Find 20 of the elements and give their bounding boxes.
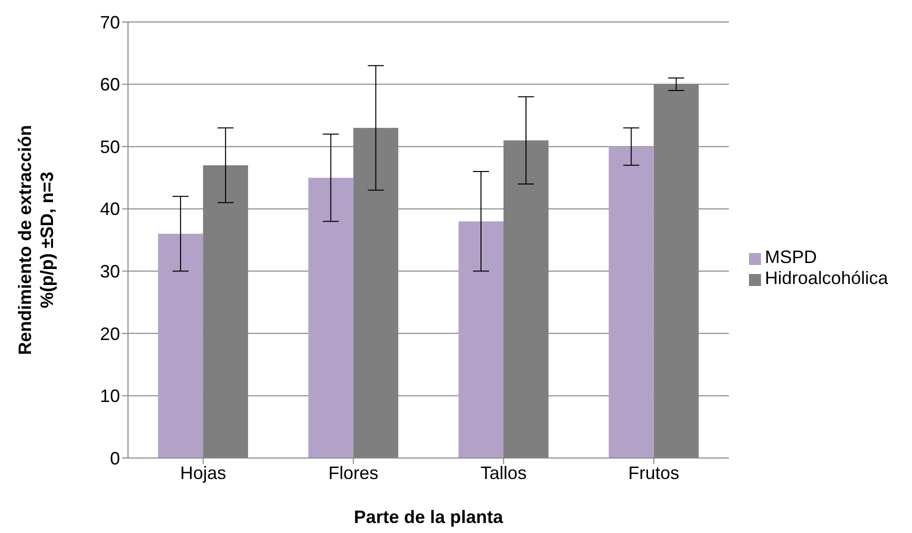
x-axis-title: Parte de la planta (354, 506, 504, 527)
x-tick-label: Frutos (628, 462, 680, 483)
y-tick-label: 30 (100, 262, 120, 282)
x-tick-label: Tallos (480, 462, 527, 483)
bar (458, 221, 504, 458)
bar (608, 146, 654, 458)
y-tick-label: 0 (110, 448, 120, 468)
legend-label: MSPD (764, 247, 817, 267)
legend-label: Hidroalcohólica (764, 268, 888, 288)
y-tick-label: 40 (100, 199, 120, 220)
y-tick-label: 50 (100, 136, 120, 157)
bar (308, 178, 354, 458)
y-tick-label: 60 (100, 74, 120, 95)
x-tick-label: Flores (328, 462, 378, 483)
y-tick-label: 20 (100, 324, 120, 344)
y-tick-label: 70 (100, 12, 120, 32)
bar (158, 234, 204, 458)
y-axis-title: Rendimiento de extracción %(p/p) ±SD, n=3 (15, 124, 57, 356)
y-tick-label: 10 (100, 386, 120, 406)
x-tick-label: Hojas (180, 462, 226, 483)
